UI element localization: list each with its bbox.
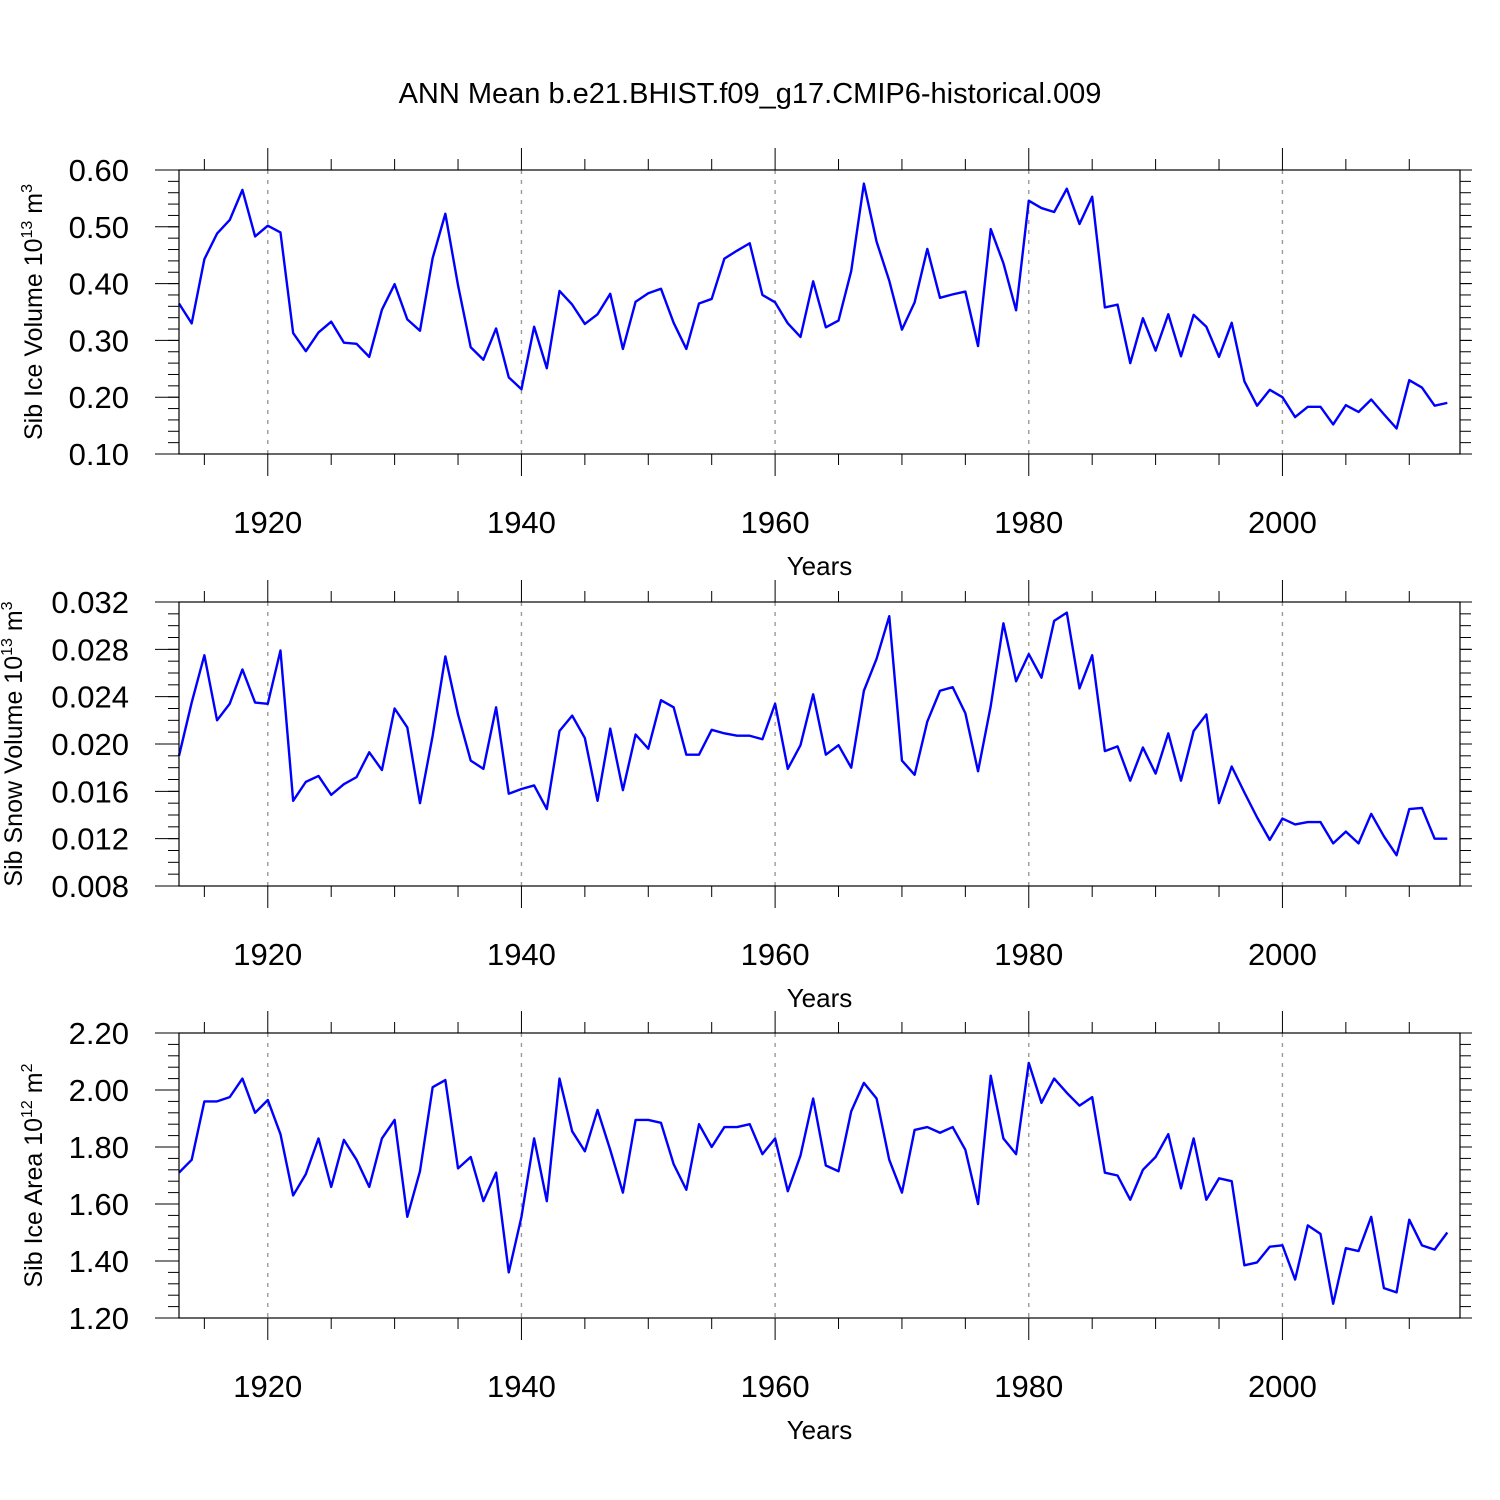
- y-axis-label: Sib Ice Area 1012 m2: [19, 1063, 48, 1287]
- y-tick-label: 0.024: [51, 680, 129, 715]
- x-tick-label: 1960: [741, 937, 810, 972]
- y-tick-label: 0.40: [69, 267, 129, 302]
- x-tick-label: 2000: [1248, 1369, 1317, 1404]
- data-line: [177, 182, 1448, 430]
- y-axis-label: Sib Ice Volume 1013 m3: [19, 184, 48, 440]
- plot-frame: [178, 169, 1461, 455]
- x-axis-label: Years: [787, 551, 853, 581]
- y-axis-label-part: m: [0, 610, 28, 638]
- plot-frame: [178, 1032, 1461, 1319]
- y-axis-label-superscript: 13: [19, 221, 36, 239]
- y-axis-label-part: Sib Ice Area 10: [20, 1118, 48, 1288]
- y-tick-label: 0.50: [69, 210, 129, 245]
- x-tick-label: 1920: [233, 937, 302, 972]
- y-axis-label: Sib Snow Volume 1013 m3: [0, 601, 28, 886]
- y-tick-label: 0.028: [51, 632, 129, 667]
- y-tick-label: 1.60: [69, 1187, 129, 1222]
- y-axis-label-superscript: 12: [19, 1100, 36, 1118]
- y-axis-label-superscript: 3: [0, 601, 16, 610]
- x-tick-label: 1940: [487, 937, 556, 972]
- y-axis-label-superscript: 2: [19, 1063, 36, 1072]
- x-tick-label: 1980: [994, 505, 1063, 540]
- y-tick-label: 1.40: [69, 1244, 129, 1279]
- y-axis-label-part: m: [20, 1072, 48, 1100]
- plot-frame: [178, 601, 1461, 887]
- x-tick-label: 2000: [1248, 505, 1317, 540]
- x-tick-label: 1940: [487, 1369, 556, 1404]
- y-axis-label-superscript: 3: [19, 184, 36, 193]
- y-tick-label: 0.008: [51, 869, 129, 904]
- y-axis-label-part: Sib Ice Volume 10: [20, 238, 48, 440]
- y-tick-label: 2.00: [69, 1073, 129, 1108]
- data-line: [177, 611, 1448, 857]
- x-tick-label: 1960: [741, 1369, 810, 1404]
- y-tick-label: 2.20: [69, 1016, 129, 1051]
- x-tick-label: 1920: [233, 505, 302, 540]
- y-tick-label: 0.016: [51, 774, 129, 809]
- panel-snow-volume: 1920 1940 1960 1980 2000 0.008 0.012 0.016 0.020…: [0, 580, 1472, 1013]
- x-tick-label: 1980: [994, 937, 1063, 972]
- data-line: [178, 1061, 1449, 1305]
- y-tick-label: 1.80: [69, 1130, 129, 1165]
- y-axis-label-part: Sib Snow Volume 10: [0, 656, 28, 887]
- x-tick-label: 2000: [1248, 937, 1317, 972]
- figure-title: ANN Mean b.e21.BHIST.f09_g17.CMIP6-histo…: [398, 78, 1102, 110]
- y-tick-label: 0.20: [69, 380, 129, 415]
- y-tick-label: 0.012: [51, 822, 129, 857]
- y-axis-label-superscript: 13: [0, 638, 16, 656]
- x-axis-label: Years: [787, 1415, 853, 1445]
- y-tick-label: 1.20: [69, 1301, 129, 1336]
- y-axis-label-part: m: [20, 193, 48, 221]
- y-tick-label: 0.10: [69, 437, 129, 472]
- y-tick-label: 0.30: [69, 323, 129, 358]
- y-tick-label: 0.60: [69, 153, 129, 188]
- y-tick-label: 0.020: [51, 727, 129, 762]
- panel-ice-volume: 1920 1940 1960 1980 2000 0.10 0.20 0.30 0.40 0.50…: [19, 148, 1472, 581]
- x-axis-label: Years: [787, 983, 853, 1013]
- panel-ice-area: 1920 1940 1960 1980 2000 1.20 1.40 1.60 1.80 2.00…: [19, 1011, 1472, 1445]
- x-tick-label: 1940: [487, 505, 556, 540]
- x-tick-label: 1960: [741, 505, 810, 540]
- y-tick-label: 0.032: [51, 585, 129, 620]
- x-tick-label: 1980: [994, 1369, 1063, 1404]
- x-tick-label: 1920: [233, 1369, 302, 1404]
